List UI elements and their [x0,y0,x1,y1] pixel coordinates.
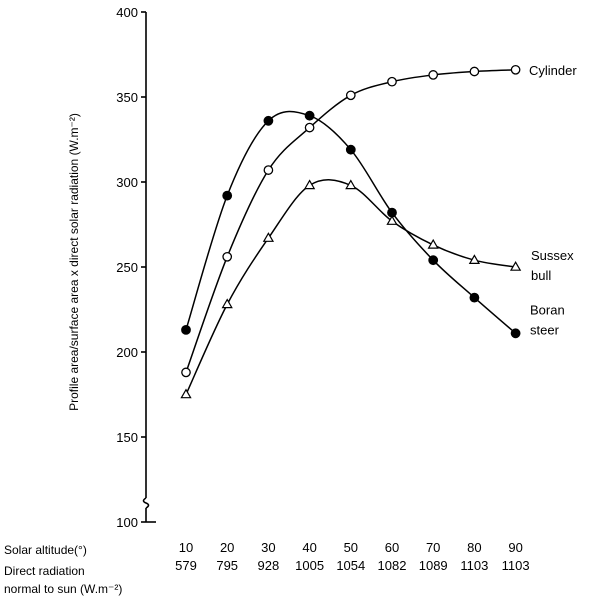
series-line-cylinder [185,69,516,373]
data-point-boran-steer [345,144,356,155]
data-point-sussex-bull [221,298,233,309]
x-tick-label-radiation: 1089 [419,558,448,573]
data-point-cylinder [469,66,480,77]
series-label-sussex-line2: bull [531,268,551,283]
series-label-boran-line2: steer [530,322,560,337]
series-line-sussex-bull [185,179,516,395]
x-tick-label-altitude: 20 [220,540,234,555]
direct-radiation-label-line1: Direct radiation [4,564,85,578]
data-point-sussex-bull [303,179,316,190]
data-point-sussex-bull [345,179,357,190]
x-tick-label-altitude: 80 [467,540,481,555]
axes [142,12,156,523]
x-tick-label-altitude: 40 [302,540,316,555]
x-tick-label-radiation: 1054 [336,558,365,573]
data-point-cylinder [345,90,356,101]
x-tick-label-radiation: 579 [175,558,197,573]
data-point-boran-steer [469,292,480,303]
data-point-sussex-bull [180,388,192,399]
data-point-sussex-bull [386,215,398,225]
data-point-boran-steer [387,207,397,218]
x-tick-label-radiation: 1103 [502,558,530,573]
x-tick-label-radiation: 928 [258,558,280,573]
data-point-cylinder [181,367,191,378]
x-tick-label-radiation: 1103 [460,558,488,573]
x-tick-label-altitude: 30 [261,540,275,555]
series-label-cylinder: Cylinder [529,63,577,78]
data-point-boran-steer [510,328,521,339]
data-point-boran-steer [181,325,191,335]
y-tick-label: 150 [116,430,138,445]
data-point-cylinder [222,251,233,262]
x-tick-label-altitude: 70 [426,540,440,555]
data-point-sussex-bull [427,238,439,249]
data-point-cylinder [510,64,521,75]
data-point-boran-steer [428,255,439,266]
y-tick-label: 300 [116,175,138,190]
data-point-sussex-bull [509,260,522,271]
series-label-boran-line1: Boran [530,302,565,317]
y-axis-ticks: 100 150 200 250 300 350 400 [116,5,146,530]
x-tick-label-radiation: 795 [216,558,238,573]
series-markers [180,64,522,399]
data-point-cylinder [263,165,274,175]
series-label-sussex-line1: Sussex [531,248,574,263]
direct-radiation-label-line2: normal to sun (W.m⁻²) [4,582,122,596]
y-axis-break [142,497,150,509]
data-point-boran-steer [304,110,315,121]
y-tick-label: 200 [116,345,138,360]
y-tick-label: 100 [116,515,138,530]
x-tick-label-altitude: 90 [508,540,522,555]
series-line-boran-steer [185,110,517,334]
solar-altitude-label: Solar altitude(°) [4,543,87,557]
y-tick-label: 400 [116,5,138,20]
series-labels: Cylinder Sussex bull Boran steer [529,63,577,337]
data-point-cylinder [304,122,315,133]
y-tick-label: 350 [116,90,138,105]
series-lines [185,69,517,395]
y-tick-label: 250 [116,260,138,275]
y-axis-label: Profile area/surface area x direct solar… [67,113,81,411]
x-tick-label-altitude: 50 [344,540,358,555]
data-point-cylinder [428,70,439,80]
x-tick-label-radiation: 1005 [295,558,324,573]
data-point-cylinder [387,76,397,87]
x-tick-label-radiation: 1082 [378,558,407,573]
data-point-sussex-bull [468,254,481,264]
data-point-boran-steer [222,190,233,201]
data-point-sussex-bull [262,232,275,242]
x-tick-label-altitude: 10 [179,540,193,555]
data-point-boran-steer [263,115,274,126]
x-axis-rows: Solar altitude(°) Direct radiation norma… [4,540,530,596]
x-tick-label-altitude: 60 [385,540,399,555]
